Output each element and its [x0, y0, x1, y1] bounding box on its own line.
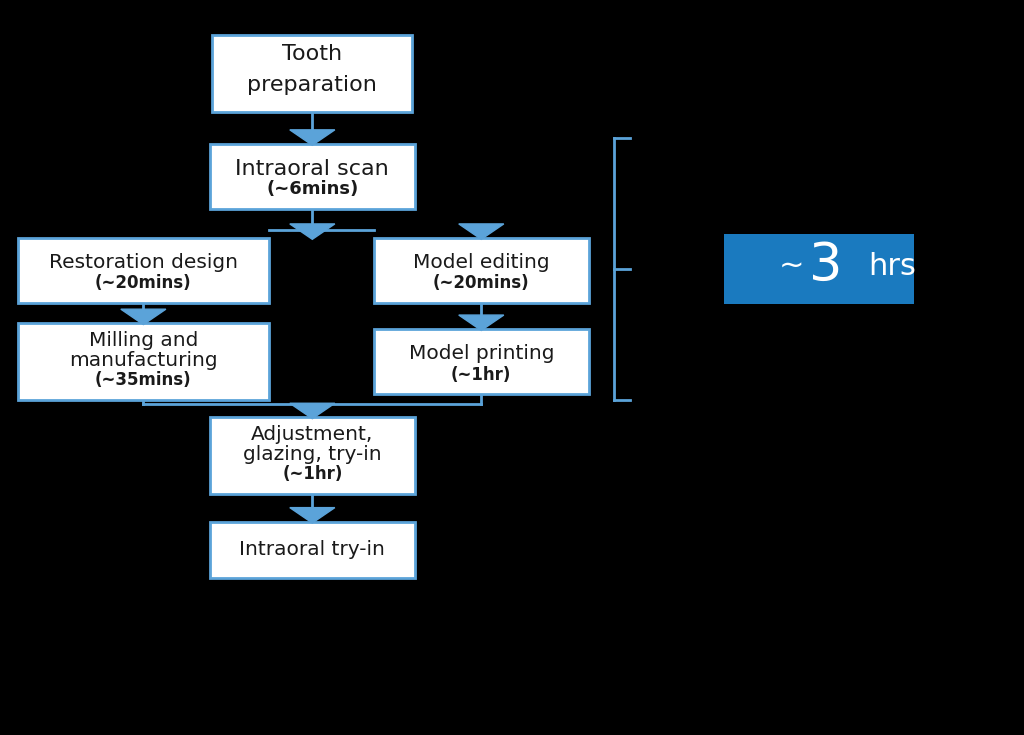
FancyBboxPatch shape — [18, 323, 268, 400]
FancyBboxPatch shape — [374, 238, 589, 303]
Text: (~20mins): (~20mins) — [433, 274, 529, 293]
FancyBboxPatch shape — [210, 522, 415, 578]
Text: Adjustment,: Adjustment, — [251, 426, 374, 445]
FancyBboxPatch shape — [210, 417, 415, 494]
FancyBboxPatch shape — [374, 329, 589, 394]
FancyBboxPatch shape — [725, 234, 914, 304]
FancyBboxPatch shape — [18, 238, 268, 303]
Polygon shape — [121, 309, 166, 325]
Text: 3: 3 — [809, 240, 843, 292]
Text: Intraoral scan: Intraoral scan — [236, 159, 389, 179]
Text: Model editing: Model editing — [413, 254, 550, 272]
Text: ~: ~ — [778, 251, 804, 281]
Text: (~1hr): (~1hr) — [283, 465, 342, 484]
Text: glazing, try-in: glazing, try-in — [243, 445, 382, 464]
Text: Model printing: Model printing — [409, 345, 554, 363]
Polygon shape — [290, 404, 335, 419]
Text: Milling and: Milling and — [89, 331, 198, 351]
Text: manufacturing: manufacturing — [69, 351, 218, 370]
Text: Tooth: Tooth — [283, 44, 342, 65]
FancyBboxPatch shape — [213, 35, 412, 112]
Text: (~35mins): (~35mins) — [95, 371, 191, 390]
Polygon shape — [459, 315, 504, 331]
Polygon shape — [290, 508, 335, 523]
Text: (~20mins): (~20mins) — [95, 274, 191, 293]
Text: hrs: hrs — [868, 251, 916, 281]
Polygon shape — [290, 224, 335, 240]
Text: Restoration design: Restoration design — [49, 254, 238, 272]
Polygon shape — [290, 130, 335, 146]
Text: (~1hr): (~1hr) — [452, 365, 511, 384]
FancyBboxPatch shape — [210, 144, 415, 209]
Polygon shape — [459, 224, 504, 240]
Text: Intraoral try-in: Intraoral try-in — [240, 540, 385, 559]
Text: preparation: preparation — [248, 75, 377, 95]
Text: (~6mins): (~6mins) — [266, 180, 358, 198]
